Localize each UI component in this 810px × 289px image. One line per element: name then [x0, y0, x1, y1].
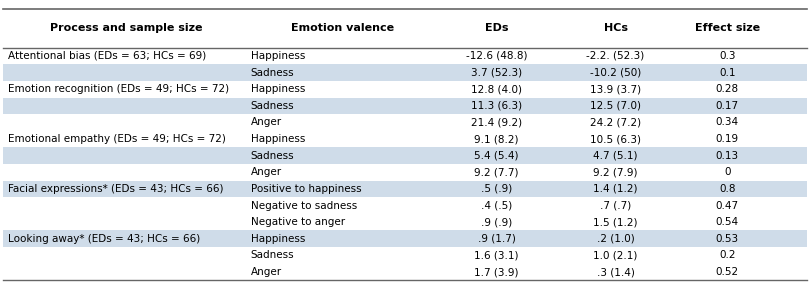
Text: 24.2 (7.2): 24.2 (7.2) — [590, 117, 641, 127]
Text: 1.0 (2.1): 1.0 (2.1) — [594, 250, 637, 260]
Text: .9 (1.7): .9 (1.7) — [478, 234, 515, 244]
Text: 0.19: 0.19 — [716, 134, 739, 144]
Text: Facial expressions* (EDs = 43; HCs = 66): Facial expressions* (EDs = 43; HCs = 66) — [8, 184, 224, 194]
Text: HCs: HCs — [603, 23, 628, 33]
Text: Negative to sadness: Negative to sadness — [251, 201, 357, 211]
Text: 9.1 (8.2): 9.1 (8.2) — [475, 134, 519, 144]
Bar — [3, 181, 807, 197]
Text: 0.47: 0.47 — [716, 201, 739, 211]
Text: Attentional bias (EDs = 63; HCs = 69): Attentional bias (EDs = 63; HCs = 69) — [8, 51, 207, 61]
Text: Emotion recognition (EDs = 49; HCs = 72): Emotion recognition (EDs = 49; HCs = 72) — [8, 84, 229, 94]
Text: Emotion valence: Emotion valence — [291, 23, 394, 33]
Text: Anger: Anger — [251, 117, 282, 127]
Text: 5.4 (5.4): 5.4 (5.4) — [475, 151, 519, 161]
Text: EDs: EDs — [485, 23, 509, 33]
Text: 1.6 (3.1): 1.6 (3.1) — [475, 250, 519, 260]
Text: Effect size: Effect size — [695, 23, 760, 33]
Bar — [3, 97, 807, 114]
Text: -2.2. (52.3): -2.2. (52.3) — [586, 51, 645, 61]
Text: Anger: Anger — [251, 267, 282, 277]
Text: Sadness: Sadness — [251, 151, 294, 161]
Text: Positive to happiness: Positive to happiness — [251, 184, 361, 194]
Text: 0.52: 0.52 — [716, 267, 739, 277]
Text: 11.3 (6.3): 11.3 (6.3) — [471, 101, 522, 111]
Text: Happiness: Happiness — [251, 234, 305, 244]
Text: Happiness: Happiness — [251, 134, 305, 144]
Text: 10.5 (6.3): 10.5 (6.3) — [590, 134, 641, 144]
Text: 9.2 (7.9): 9.2 (7.9) — [593, 167, 637, 177]
Text: 0.3: 0.3 — [719, 51, 735, 61]
Text: -12.6 (48.8): -12.6 (48.8) — [466, 51, 527, 61]
Text: Emotional empathy (EDs = 49; HCs = 72): Emotional empathy (EDs = 49; HCs = 72) — [8, 134, 226, 144]
Text: .2 (1.0): .2 (1.0) — [597, 234, 634, 244]
Text: .9 (.9): .9 (.9) — [481, 217, 512, 227]
Text: 0.8: 0.8 — [719, 184, 735, 194]
Bar — [3, 64, 807, 81]
Text: .4 (.5): .4 (.5) — [481, 201, 512, 211]
Text: 12.5 (7.0): 12.5 (7.0) — [590, 101, 641, 111]
Text: 0.53: 0.53 — [716, 234, 739, 244]
Text: 0.34: 0.34 — [716, 117, 739, 127]
Text: 9.2 (7.7): 9.2 (7.7) — [475, 167, 519, 177]
Text: 3.7 (52.3): 3.7 (52.3) — [471, 68, 522, 78]
Text: 0.1: 0.1 — [719, 68, 735, 78]
Text: 0: 0 — [724, 167, 731, 177]
Text: 13.9 (3.7): 13.9 (3.7) — [590, 84, 641, 94]
Text: 0.54: 0.54 — [716, 217, 739, 227]
Text: Looking away* (EDs = 43; HCs = 66): Looking away* (EDs = 43; HCs = 66) — [8, 234, 200, 244]
Text: Happiness: Happiness — [251, 84, 305, 94]
Text: Anger: Anger — [251, 167, 282, 177]
Text: Sadness: Sadness — [251, 101, 294, 111]
Text: .5 (.9): .5 (.9) — [481, 184, 512, 194]
Text: .3 (1.4): .3 (1.4) — [597, 267, 634, 277]
Text: 21.4 (9.2): 21.4 (9.2) — [471, 117, 522, 127]
Text: 1.7 (3.9): 1.7 (3.9) — [475, 267, 519, 277]
Bar — [3, 147, 807, 164]
Text: 4.7 (5.1): 4.7 (5.1) — [593, 151, 637, 161]
Text: -10.2 (50): -10.2 (50) — [590, 68, 642, 78]
Text: 0.13: 0.13 — [716, 151, 739, 161]
Text: Process and sample size: Process and sample size — [49, 23, 202, 33]
Text: 1.4 (1.2): 1.4 (1.2) — [593, 184, 637, 194]
Text: 0.28: 0.28 — [716, 84, 739, 94]
Text: 0.17: 0.17 — [716, 101, 739, 111]
Text: Sadness: Sadness — [251, 68, 294, 78]
Text: Negative to anger: Negative to anger — [251, 217, 345, 227]
Bar — [3, 231, 807, 247]
Text: 0.2: 0.2 — [719, 250, 735, 260]
Text: 1.5 (1.2): 1.5 (1.2) — [593, 217, 637, 227]
Text: Happiness: Happiness — [251, 51, 305, 61]
Text: Sadness: Sadness — [251, 250, 294, 260]
Text: 12.8 (4.0): 12.8 (4.0) — [471, 84, 522, 94]
Text: .7 (.7): .7 (.7) — [600, 201, 631, 211]
